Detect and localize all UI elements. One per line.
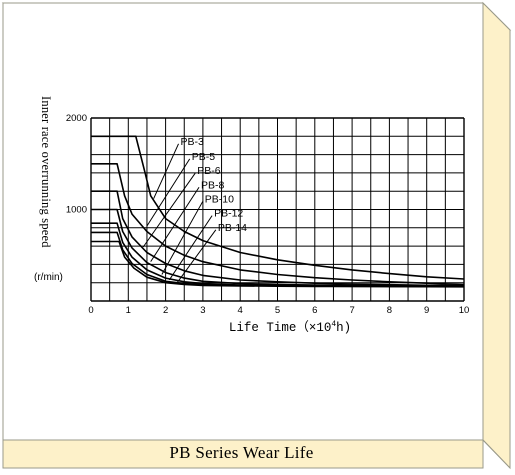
series-label-pb-3: PB-3	[181, 136, 205, 148]
x-tick-label: 0	[88, 305, 93, 316]
y-axis-unit: (r/min)	[34, 272, 63, 283]
x-tick-label: 9	[424, 305, 429, 316]
series-leader-pb-10	[161, 201, 204, 275]
x-tick-label: 2	[163, 305, 168, 316]
series-line-pb-3	[91, 135, 465, 280]
series-leader-pb-12	[168, 215, 213, 281]
x-tick-label: 5	[275, 305, 280, 316]
series-label-pb-14: PB-14	[218, 222, 247, 234]
chart-plot: 0 1 2 3 4 5 6 7 8 9 10 1000 2000 PB-3 PB-5 PB-6 PB-8 PB-1…	[66, 113, 469, 316]
x-tick-label: 10	[459, 305, 470, 316]
x-tick-label: 3	[200, 305, 205, 316]
series-leader-pb-6	[142, 172, 196, 248]
x-tick-label: 7	[349, 305, 354, 316]
series-label-pb-10: PB-10	[205, 193, 234, 205]
x-tick-label: 8	[387, 305, 392, 316]
x-tick-label: 1	[126, 305, 131, 316]
series-line-pb-6	[91, 190, 465, 287]
frame-front-face	[2, 2, 484, 441]
series-leader-pb-5	[146, 158, 191, 227]
y-axis-label: Inner race overrunning speed	[39, 96, 53, 248]
series-line-pb-5	[91, 163, 465, 286]
series-label-pb-12: PB-12	[214, 208, 243, 220]
figure-caption: PB Series Wear Life	[169, 443, 314, 462]
x-axis-label: Life Time（×104h)	[190, 316, 390, 335]
series-label-pb-8: PB-8	[201, 179, 225, 191]
x-tick-label: 6	[312, 305, 317, 316]
frame-right-face	[482, 1, 511, 470]
x-tick-label: 4	[238, 305, 243, 316]
y-tick-label: 2000	[66, 113, 87, 124]
series-label-pb-6: PB-6	[197, 165, 221, 177]
series-leader-pb-8	[150, 186, 200, 262]
series-leader-pb-3	[153, 143, 179, 199]
x-axis-label-exponent: 4	[331, 319, 337, 329]
y-tick-label: 1000	[66, 205, 87, 216]
series-line-pb-14	[91, 240, 465, 288]
caption-bar	[2, 439, 484, 469]
series-label-pb-5: PB-5	[192, 151, 216, 163]
series-leader-pb-14	[176, 229, 217, 284]
x-axis-label-suffix: h)	[336, 321, 352, 335]
x-axis-label-prefix: Life Time（×10	[228, 321, 332, 335]
